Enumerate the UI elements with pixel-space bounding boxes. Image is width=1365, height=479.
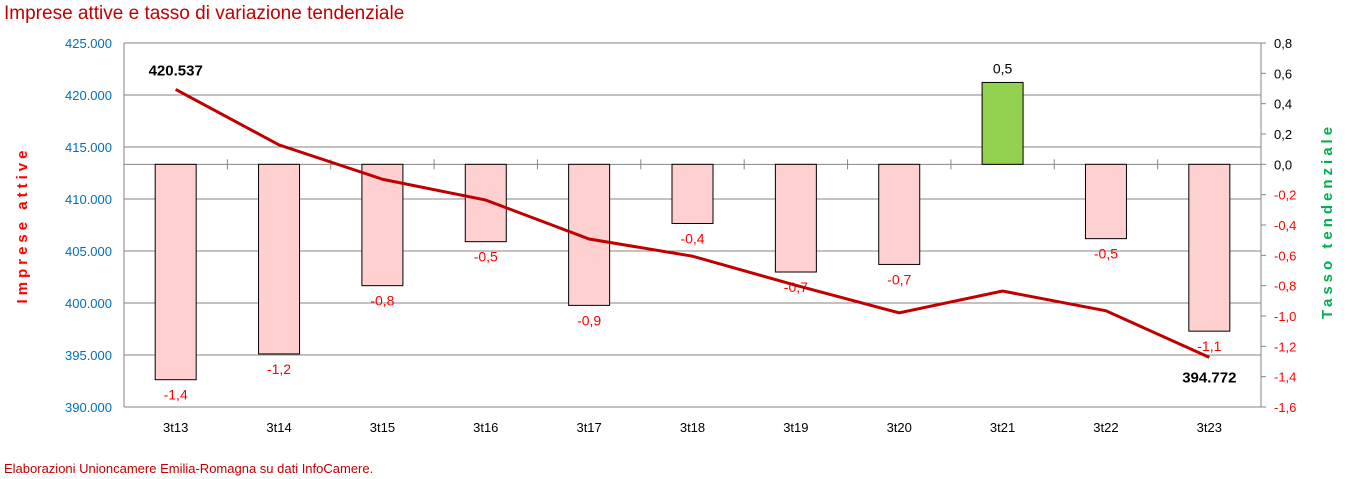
right-tick-label: -0,8 [1274, 279, 1296, 294]
bar [464, 163, 507, 243]
left-tick-label: 400.000 [65, 296, 112, 311]
bar-data-label: -0,8 [370, 293, 394, 309]
bar-data-label: -0,7 [887, 271, 911, 287]
category-label: 3t13 [163, 420, 188, 435]
left-tick-label: 405.000 [65, 244, 112, 259]
category-label: 3t16 [473, 420, 498, 435]
bar-data-label: -0,5 [1094, 246, 1118, 262]
bar-data-label: -1,2 [267, 361, 291, 377]
bar-data-label: -0,5 [474, 249, 498, 265]
right-tick-label: -1,4 [1274, 370, 1296, 385]
right-tick-label: -1,6 [1274, 400, 1296, 415]
category-label: 3t17 [576, 420, 601, 435]
bar [154, 163, 197, 381]
right-tick-label: -1,2 [1274, 339, 1296, 354]
bar [1084, 163, 1127, 240]
bar [981, 81, 1024, 165]
category-label: 3t15 [370, 420, 395, 435]
category-label: 3t21 [990, 420, 1015, 435]
bar-data-label: -1,1 [1197, 338, 1221, 354]
source-note: Elaborazioni Unioncamere Emilia-Romagna … [4, 461, 374, 476]
line-series [174, 88, 1210, 359]
category-label: 3t20 [887, 420, 912, 435]
right-tick-label: -0,2 [1274, 188, 1296, 203]
bar-data-label: -0,9 [577, 312, 601, 328]
left-tick-label: 425.000 [65, 36, 112, 51]
right-tick-label: -1,0 [1274, 309, 1296, 324]
left-tick-label: 420.000 [65, 88, 112, 103]
bar [1188, 163, 1231, 332]
bar-data-label: -1,4 [164, 387, 188, 403]
right-tick-label: -0,6 [1274, 248, 1296, 263]
right-tick-label: 0,0 [1274, 157, 1292, 172]
right-axis-title: Tasso tendenziale [1319, 123, 1336, 319]
right-tick-label: 0,6 [1274, 66, 1292, 81]
left-tick-label: 415.000 [65, 140, 112, 155]
category-label: 3t19 [783, 420, 808, 435]
bar-data-label: -0,4 [680, 230, 704, 246]
bar [258, 163, 301, 355]
line-last-label: 394.772 [1182, 369, 1236, 386]
left-axis-title: Imprese attive [14, 147, 31, 304]
right-tick-label: 0,4 [1274, 97, 1292, 112]
category-label: 3t22 [1093, 420, 1118, 435]
right-tick-label: 0,8 [1274, 36, 1292, 51]
bar [361, 163, 404, 287]
left-tick-label: 410.000 [65, 192, 112, 207]
line-first-label: 420.537 [149, 62, 203, 79]
category-label: 3t14 [266, 420, 291, 435]
right-tick-label: -0,4 [1274, 218, 1296, 233]
left-tick-label: 390.000 [65, 400, 112, 415]
bar [878, 163, 921, 265]
bar-data-label: 0,5 [993, 60, 1013, 76]
bar [774, 163, 817, 273]
bar [671, 163, 714, 224]
category-label: 3t18 [680, 420, 705, 435]
chart-title: Imprese attive e tasso di variazione ten… [4, 3, 405, 24]
category-label: 3t23 [1197, 420, 1222, 435]
right-tick-label: 0,2 [1274, 127, 1292, 142]
left-tick-label: 395.000 [65, 348, 112, 363]
